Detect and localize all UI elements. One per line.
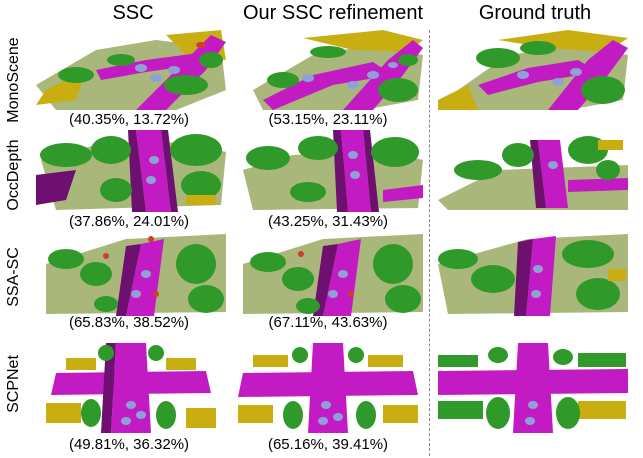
scene-scpnet-refined xyxy=(238,343,418,433)
scene-occdepth-gt xyxy=(438,130,628,212)
caption-scpnet-refined: (65.16%, 39.41%) xyxy=(267,436,389,453)
column-header-ssc: SSC xyxy=(112,2,154,24)
column-header-ground-truth: Ground truth xyxy=(478,2,592,24)
scene-ssa-sc-gt xyxy=(438,234,628,316)
scene-monoscene-ssc xyxy=(36,30,226,110)
scene-ssa-sc-ssc xyxy=(36,234,226,316)
scene-scpnet-gt xyxy=(438,343,628,433)
caption-monoscene-ssc: (40.35%, 13.72%) xyxy=(68,111,190,128)
caption-occdepth-ssc: (37.86%, 24.01%) xyxy=(68,213,190,230)
scene-occdepth-ssc xyxy=(36,130,226,212)
caption-occdepth-refined: (43.25%, 31.43%) xyxy=(267,213,389,230)
caption-monoscene-refined: (53.15%, 23.11%) xyxy=(268,111,388,128)
scene-monoscene-refined xyxy=(233,30,423,110)
scene-occdepth-refined xyxy=(233,130,423,212)
column-header-refinement: Our SSC refinement xyxy=(242,2,424,24)
scene-monoscene-gt xyxy=(438,30,628,110)
column-divider xyxy=(429,30,430,456)
caption-ssa-sc-refined: (67.11%, 43.63%) xyxy=(268,314,388,331)
caption-ssa-sc-ssc: (65.83%, 38.52%) xyxy=(68,314,190,331)
scene-scpnet-ssc xyxy=(46,343,216,433)
caption-scpnet-ssc: (49.81%, 36.32%) xyxy=(68,436,190,453)
scene-ssa-sc-refined xyxy=(233,234,423,316)
